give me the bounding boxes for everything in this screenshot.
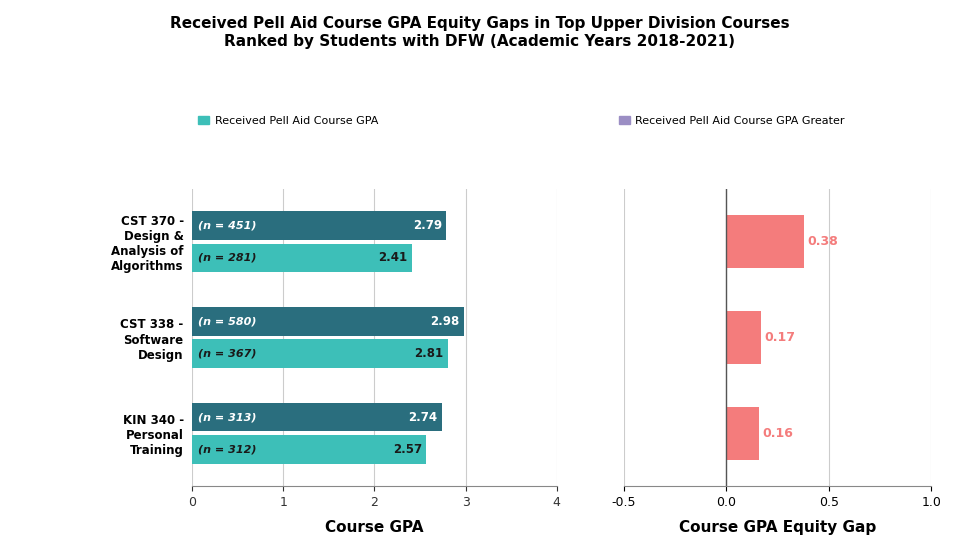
- Text: 0.17: 0.17: [764, 331, 795, 344]
- Text: (n = 580): (n = 580): [199, 316, 257, 326]
- Text: (n = 367): (n = 367): [199, 349, 257, 359]
- Text: 2.79: 2.79: [413, 219, 442, 232]
- Bar: [727, 311, 761, 364]
- X-axis label: Course GPA: Course GPA: [325, 520, 423, 535]
- Text: (n = 451): (n = 451): [199, 220, 257, 231]
- Text: 2.57: 2.57: [393, 443, 421, 456]
- Text: 2.41: 2.41: [378, 252, 407, 265]
- Bar: [727, 407, 759, 460]
- Text: 2.81: 2.81: [415, 347, 444, 360]
- Bar: [192, 340, 448, 368]
- Legend: Received Pell Aid Course GPA Greater: Received Pell Aid Course GPA Greater: [614, 111, 850, 130]
- Text: (n = 312): (n = 312): [199, 444, 257, 455]
- Bar: [192, 403, 442, 431]
- Bar: [192, 435, 426, 464]
- Text: 0.38: 0.38: [807, 235, 838, 248]
- Text: (n = 281): (n = 281): [199, 253, 257, 263]
- Bar: [192, 244, 412, 272]
- Text: Received Pell Aid Course GPA Equity Gaps in Top Upper Division Courses
Ranked by: Received Pell Aid Course GPA Equity Gaps…: [170, 16, 790, 49]
- Legend: Received Pell Aid Course GPA: Received Pell Aid Course GPA: [194, 111, 383, 130]
- Text: (n = 313): (n = 313): [199, 412, 257, 422]
- Bar: [727, 215, 804, 268]
- X-axis label: Course GPA Equity Gap: Course GPA Equity Gap: [679, 520, 876, 535]
- Bar: [192, 307, 464, 335]
- Text: 2.74: 2.74: [408, 410, 438, 423]
- Bar: [192, 211, 446, 240]
- Text: 0.16: 0.16: [762, 427, 793, 440]
- Text: 2.98: 2.98: [430, 315, 459, 328]
